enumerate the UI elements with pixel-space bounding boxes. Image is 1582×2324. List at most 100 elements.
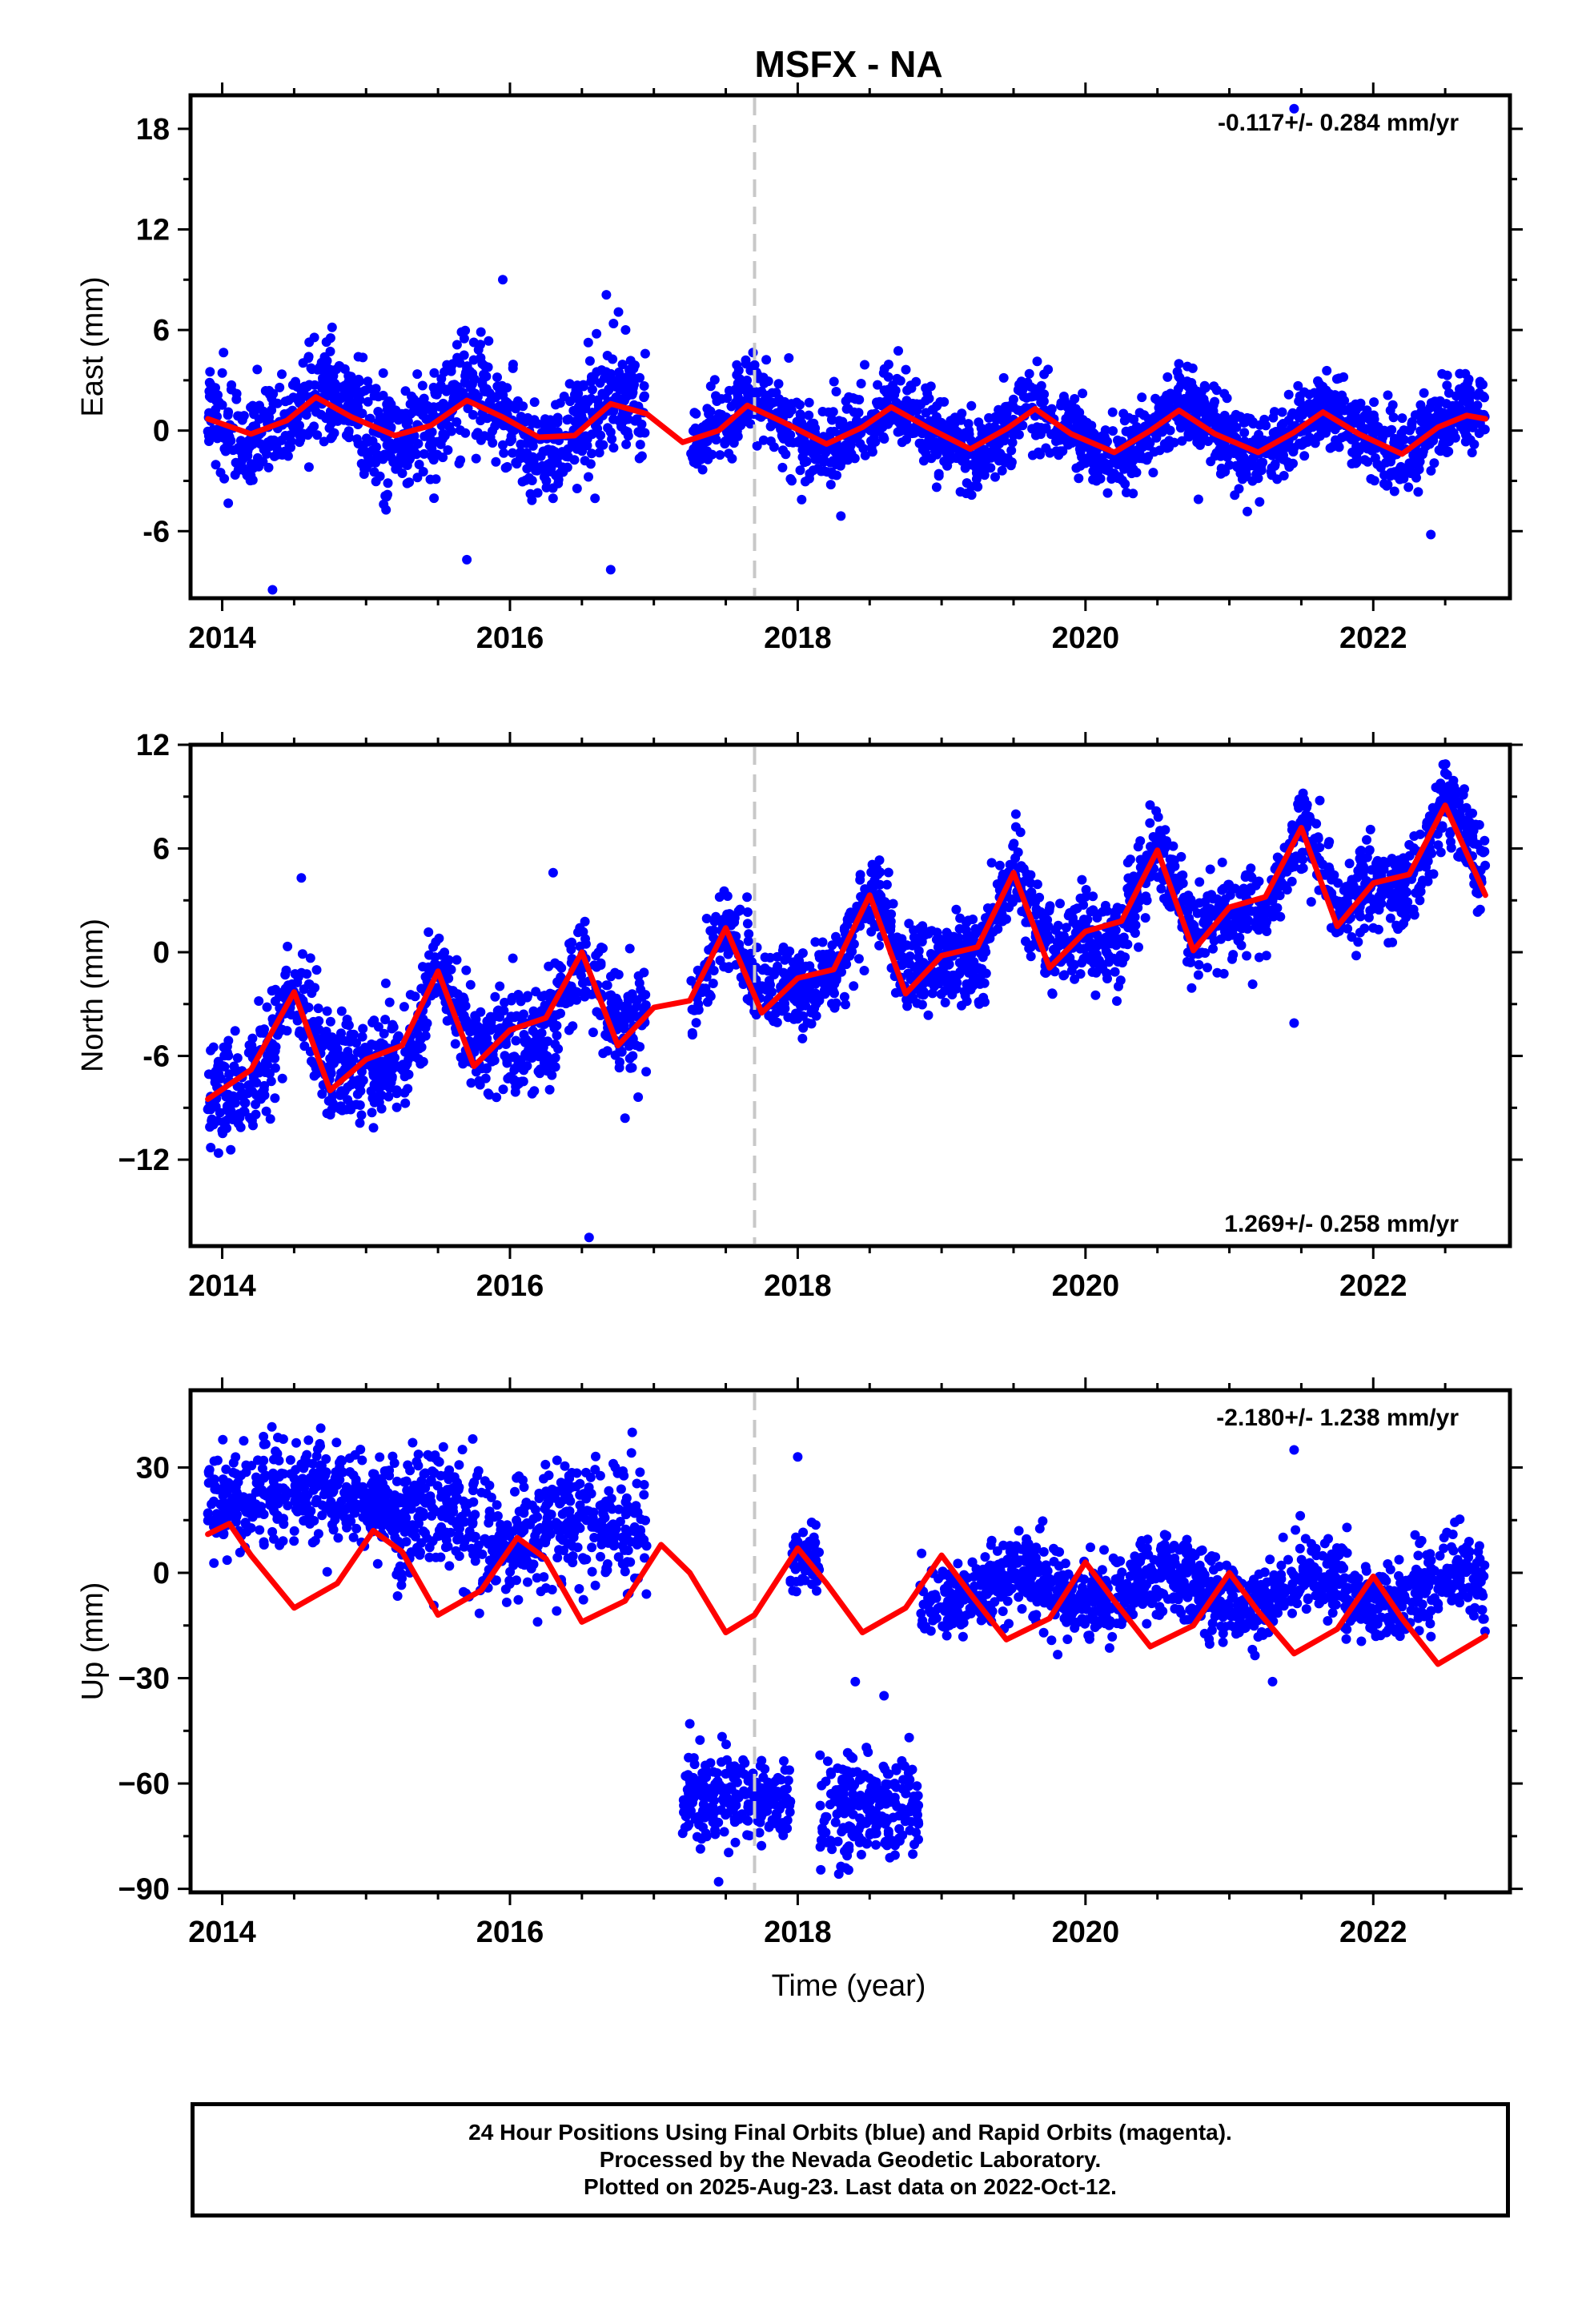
data-point [363,436,373,447]
data-point [1234,484,1244,494]
data-point [1128,489,1138,499]
data-point [1251,922,1262,932]
data-point [469,1037,480,1047]
data-point [1246,863,1256,874]
data-point [353,439,363,448]
data-point [341,430,351,440]
data-point [367,1108,377,1118]
data-point [522,448,532,458]
data-point [499,448,509,458]
data-point [254,414,264,424]
data-point [280,396,291,407]
data-point [1026,878,1036,888]
data-point [1159,394,1169,404]
data-point [753,387,763,397]
data-point [491,456,501,467]
data-point [1442,370,1452,380]
data-point [1304,389,1315,400]
data-point [1464,374,1474,384]
data-point [566,991,576,1001]
data-point [1369,414,1379,424]
data-point [546,1055,556,1066]
data-point [1331,374,1342,384]
data-point [1032,356,1042,367]
data-point [1100,900,1110,911]
data-point [1293,380,1303,391]
data-point [948,452,958,462]
data-point [865,425,876,436]
data-point [359,469,369,479]
data-point [845,444,855,454]
data-point [313,1003,323,1014]
data-point [701,914,712,923]
data-point [596,365,607,376]
data-point [492,381,503,392]
data-point [360,458,371,468]
data-point [482,1016,492,1027]
data-point [235,1082,246,1092]
data-point [1446,837,1456,847]
data-point [608,354,618,364]
data-point [419,448,429,459]
data-point [611,382,621,392]
data-point [1294,438,1304,448]
data-point [804,397,814,408]
data-point [369,1097,379,1108]
data-point [327,322,337,332]
data-point [492,372,502,383]
data-point [532,419,543,429]
data-point [227,380,237,390]
data-point [598,440,608,450]
data-point [1345,407,1355,416]
data-point [1051,436,1061,446]
data-point [918,456,929,466]
data-point [1456,421,1466,432]
data-point [291,971,302,980]
data-point [219,348,229,358]
data-point-outlier [1426,529,1436,540]
data-point [510,1063,520,1073]
data-point [321,1027,331,1036]
data-point [509,1012,520,1023]
data-point [870,880,881,891]
data-point [1145,818,1155,828]
data-point [324,423,335,433]
data-point [1108,426,1118,436]
data-point [1150,393,1161,404]
data-point [1383,938,1394,948]
data-point [404,455,415,464]
data-point [873,380,883,390]
data-point [544,1084,555,1095]
data-point [946,426,957,436]
data-point [587,448,596,459]
data-point [883,360,893,370]
data-point [400,1098,411,1108]
data-point [205,1122,215,1132]
y-tick-label: 18 [136,113,170,147]
data-point [827,999,837,1009]
data-point [1321,385,1331,396]
data-point [1058,392,1069,401]
data-point [1219,388,1230,399]
data-point [1062,402,1073,412]
data-point [583,396,593,406]
data-point [1271,427,1281,436]
data-point [452,955,462,965]
data-point [412,369,423,380]
data-point [335,1088,346,1098]
data-point [517,476,528,487]
data-point [224,1069,235,1080]
data-point [1315,855,1325,865]
data-point [527,495,537,505]
data-point [635,440,645,450]
data-point [403,1084,413,1094]
data-point [357,447,367,457]
data-point [990,472,1000,482]
x-axis-label: Time (year) [772,1969,926,2003]
data-point [579,435,589,445]
data-point [905,380,916,391]
data-point [223,1105,233,1116]
data-point [280,431,291,440]
data-point [307,988,317,999]
data-point [879,434,889,444]
